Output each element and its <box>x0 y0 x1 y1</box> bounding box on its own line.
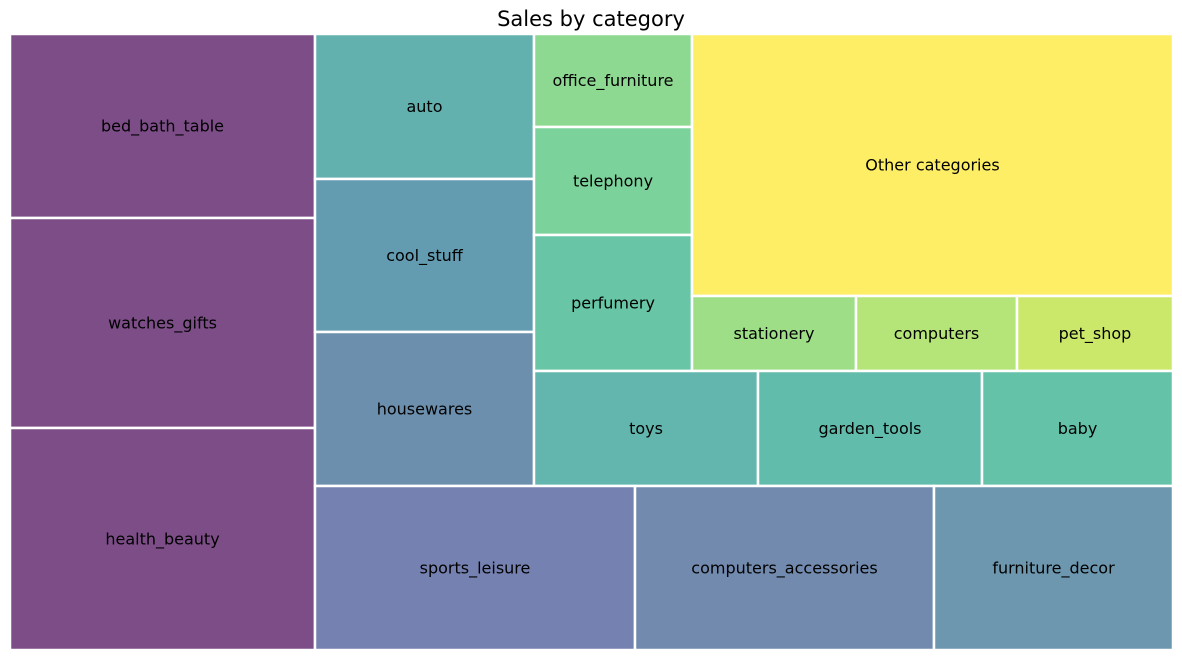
treemap-label-bed-bath-table: bed_bath_table <box>101 117 224 137</box>
treemap-cell-furniture-decor <box>932 484 1175 652</box>
treemap-label-furniture-decor: furniture_decor <box>992 559 1115 579</box>
treemap-cell-bed-bath-table <box>8 32 317 220</box>
treemap-cell-telephony <box>532 125 694 237</box>
treemap-cell-computers <box>854 294 1019 373</box>
treemap-label-computers: computers <box>894 324 980 343</box>
treemap-cell-health-beauty <box>8 426 317 652</box>
treemap-label-auto: auto <box>406 97 442 116</box>
treemap-label-garden-tools: garden_tools <box>818 419 921 439</box>
treemap-label-cool-stuff: cool_stuff <box>386 246 464 266</box>
treemap-label-telephony: telephony <box>573 172 653 191</box>
treemap-label-computers-accessories: computers_accessories <box>691 559 877 579</box>
chart-title: Sales by category <box>497 7 685 31</box>
treemap-cell-toys <box>532 369 760 488</box>
treemap-label-office-furniture: office_furniture <box>552 71 673 91</box>
treemap-label-baby: baby <box>1058 419 1098 438</box>
treemap-cell-auto <box>313 32 536 181</box>
treemap-cell-housewares <box>313 330 536 488</box>
treemap-cell-sports-leisure <box>313 484 637 652</box>
treemap-label-health-beauty: health_beauty <box>105 530 219 550</box>
treemap-cell-computers-accessories <box>633 484 936 652</box>
treemap-cell-baby <box>980 369 1175 488</box>
treemap-cell-other-categories <box>690 32 1175 298</box>
treemap-label-pet-shop: pet_shop <box>1059 324 1132 344</box>
treemap-cell-watches-gifts <box>8 216 317 430</box>
treemap-label-watches-gifts: watches_gifts <box>108 314 217 334</box>
treemap-label-stationery: stationery <box>734 324 815 343</box>
treemap-label-other-categories: Other categories <box>865 156 999 175</box>
treemap-label-toys: toys <box>629 419 663 438</box>
treemap-label-sports-leisure: sports_leisure <box>420 559 531 579</box>
treemap-label-perfumery: perfumery <box>571 294 655 313</box>
treemap-label-housewares: housewares <box>377 400 473 419</box>
